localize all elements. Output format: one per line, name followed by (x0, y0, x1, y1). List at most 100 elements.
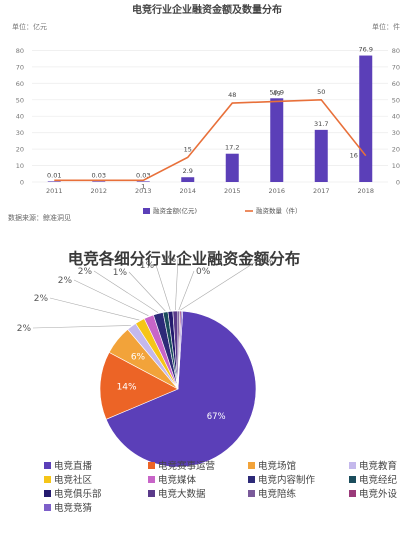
legend-swatch (148, 490, 155, 497)
slice-label: 2% (78, 267, 93, 277)
leader-line (175, 258, 179, 311)
bar-value-label: 76.9 (359, 46, 373, 54)
right-tick-label: 60 (392, 80, 400, 88)
leader-line (180, 260, 258, 311)
right-tick-label: 10 (392, 162, 400, 170)
left-tick-label: 60 (16, 80, 24, 88)
line-value-label: 15 (184, 145, 192, 153)
bar-value-label: 31.7 (314, 120, 328, 128)
bar-value-label: 2.9 (183, 167, 193, 175)
legend-label: 电竞俱乐部 (54, 488, 102, 500)
slice-label: 2% (58, 276, 73, 286)
slice-label: 0% (196, 267, 211, 277)
legend-label: 融资数量（件） (256, 206, 302, 215)
bar-value-label: 0.01 (47, 171, 61, 179)
legend-label: 电竞经纪 (359, 474, 398, 486)
right-tick-label: 50 (392, 96, 400, 104)
slice-label: 2% (34, 294, 49, 304)
bar (92, 181, 106, 182)
leader-line (73, 279, 149, 316)
slice-label: 1% (113, 268, 128, 278)
legend-swatch (349, 462, 356, 469)
slice-label: 1% (140, 261, 155, 271)
legend-swatch (148, 476, 155, 483)
bar (136, 181, 150, 182)
legend-label: 电竞竞猜 (54, 502, 93, 514)
line-value-label: 50 (317, 88, 325, 96)
slice-label: 6% (131, 353, 146, 363)
line-value-label: 16 (350, 152, 358, 160)
right-axis-unit: 单位：件 (372, 22, 400, 31)
line-series (54, 98, 367, 182)
x-tick-label: 2012 (90, 187, 107, 195)
pie-slice (177, 310, 184, 390)
line-value-label: 49 (273, 89, 281, 97)
bar-value-label: 50.9 (270, 88, 284, 96)
left-tick-label: 70 (16, 63, 24, 71)
bar-chart-title: 电竞行业企业融资金额及数量分布 (132, 3, 282, 16)
legend-label: 电竞大数据 (158, 488, 206, 500)
legend-swatch (349, 490, 356, 497)
slice-label: 0% (259, 257, 274, 267)
legend-label: 电竞外设 (359, 488, 398, 500)
slice-label: 2% (17, 324, 32, 334)
left-tick-label: 40 (16, 113, 24, 121)
right-tick-label: 30 (392, 129, 400, 137)
left-tick-label: 0 (20, 179, 24, 187)
legend-swatch (248, 476, 255, 483)
right-tick-label: 0 (396, 179, 400, 187)
legend-label: 融资金额(亿元) (153, 206, 197, 215)
left-tick-label: 20 (16, 146, 24, 154)
x-tick-label: 2018 (357, 187, 374, 195)
x-tick-label: 2013 (135, 187, 152, 195)
leader-line (49, 297, 140, 321)
x-tick-label: 2011 (46, 187, 63, 195)
right-tick-label: 70 (392, 63, 400, 71)
legend-swatch (44, 504, 51, 511)
leader-line (93, 270, 159, 313)
bar (270, 98, 284, 182)
legend-swatch (44, 490, 51, 497)
x-tick-label: 2016 (268, 187, 285, 195)
right-tick-label: 20 (392, 146, 400, 154)
x-tick-label: 2017 (313, 187, 330, 195)
data-source: 数据来源：鲸准洞见 (8, 213, 71, 222)
legend-label: 电竞内容制作 (258, 474, 316, 486)
legend-label: 电竞场馆 (258, 460, 296, 472)
left-tick-label: 10 (16, 162, 24, 170)
legend-label: 电竞赛事运营 (158, 460, 215, 472)
legend-label: 电竞社区 (54, 474, 93, 486)
legend-swatch (148, 462, 155, 469)
left-tick-label: 80 (16, 47, 24, 55)
legend-label: 电竞直播 (54, 460, 93, 472)
line-value-label: 48 (228, 91, 236, 99)
leader-line (32, 325, 132, 329)
bar (314, 129, 328, 182)
legend-label: 电竞陪练 (258, 488, 297, 500)
left-tick-label: 50 (16, 96, 24, 104)
pie-slice (99, 351, 179, 420)
bar (225, 153, 239, 182)
pie-chart-title: 电竞各细分行业企业融资金额分布 (68, 249, 301, 268)
left-tick-label: 30 (16, 129, 24, 137)
right-tick-label: 40 (392, 113, 400, 121)
legend-swatch (44, 462, 51, 469)
legend-swatch (349, 476, 356, 483)
leader-line (128, 271, 166, 312)
legend-swatch (44, 476, 51, 483)
right-tick-label: 80 (392, 47, 400, 55)
bar-line-chart: 0 10 20 30 40 50 60 70 80 0 10 20 30 40 50 60 70 80 2011 20… (16, 46, 400, 215)
bar-value-label: 0.03 (92, 171, 106, 179)
legend-swatch-bar (143, 208, 150, 214)
legend-swatch (248, 462, 255, 469)
slice-label: 1% (162, 255, 177, 265)
bar-value-label: 17.2 (225, 144, 239, 152)
bar (47, 181, 61, 182)
left-axis-unit: 单位：亿元 (12, 22, 47, 31)
line-value-label: 1 (141, 182, 145, 190)
legend-label: 电竞教育 (359, 460, 397, 472)
leader-line (178, 270, 195, 311)
legend-label: 电竞媒体 (158, 474, 197, 486)
